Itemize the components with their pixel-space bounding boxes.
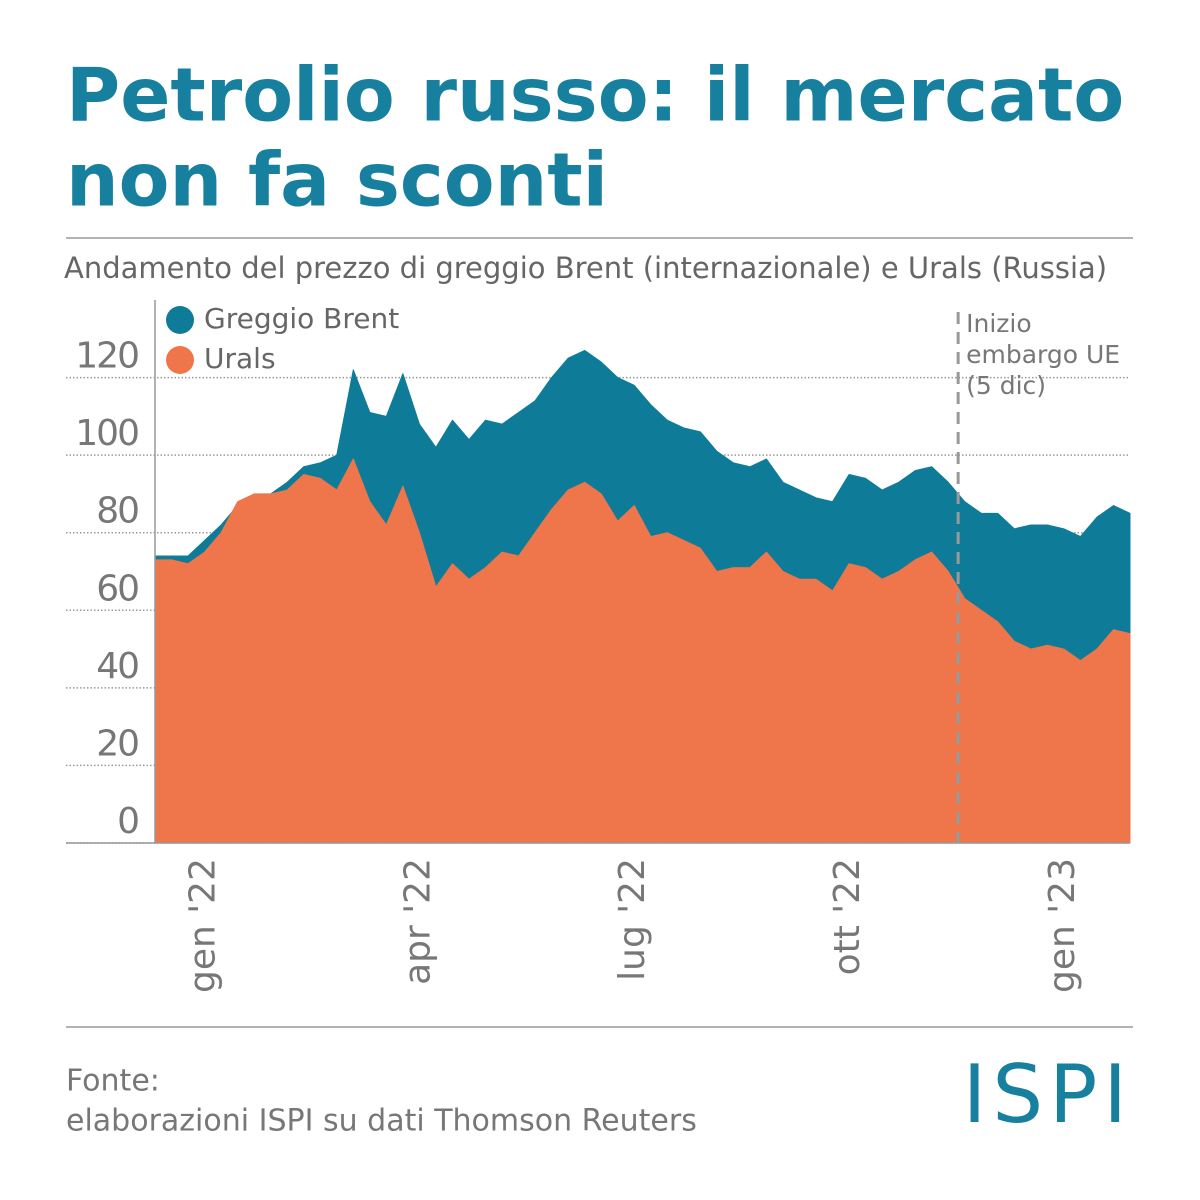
area — [154, 458, 1131, 844]
legend-swatch — [166, 306, 194, 334]
y-tick-label: 20 — [96, 723, 138, 764]
source: elaborazioni ISPI su dati Thomson Reuter… — [66, 1104, 697, 1139]
legend-label: Greggio Brent — [204, 302, 399, 335]
y-tick-label: 120 — [75, 336, 138, 377]
chart-title: Petrolio russo: il mercato — [66, 53, 1124, 139]
annotation-text: (5 dic) — [966, 371, 1046, 400]
y-tick-label: 60 — [96, 568, 138, 609]
annotation-text: embargo UE — [966, 340, 1120, 369]
x-tick-label: gen '23 — [1042, 858, 1083, 993]
x-tick-label: gen '22 — [183, 858, 224, 993]
subtitle: Andamento del prezzo di greggio Brent (i… — [64, 251, 1107, 285]
logo: ISPI — [963, 1048, 1133, 1141]
y-tick-label: 0 — [117, 801, 138, 842]
x-tick-label: lug '22 — [612, 858, 653, 981]
chart-title: non fa sconti — [66, 138, 608, 224]
source: Fonte: — [66, 1064, 160, 1099]
x-tick-label: ott '22 — [827, 858, 868, 975]
x-tick-label: apr '22 — [397, 858, 438, 985]
annotation-text: Inizio — [966, 309, 1032, 338]
y-tick-label: 100 — [75, 413, 138, 454]
y-tick-label: 80 — [96, 491, 138, 532]
legend-swatch — [166, 346, 194, 374]
y-tick-label: 40 — [96, 646, 138, 687]
legend-label: Urals — [204, 342, 276, 375]
